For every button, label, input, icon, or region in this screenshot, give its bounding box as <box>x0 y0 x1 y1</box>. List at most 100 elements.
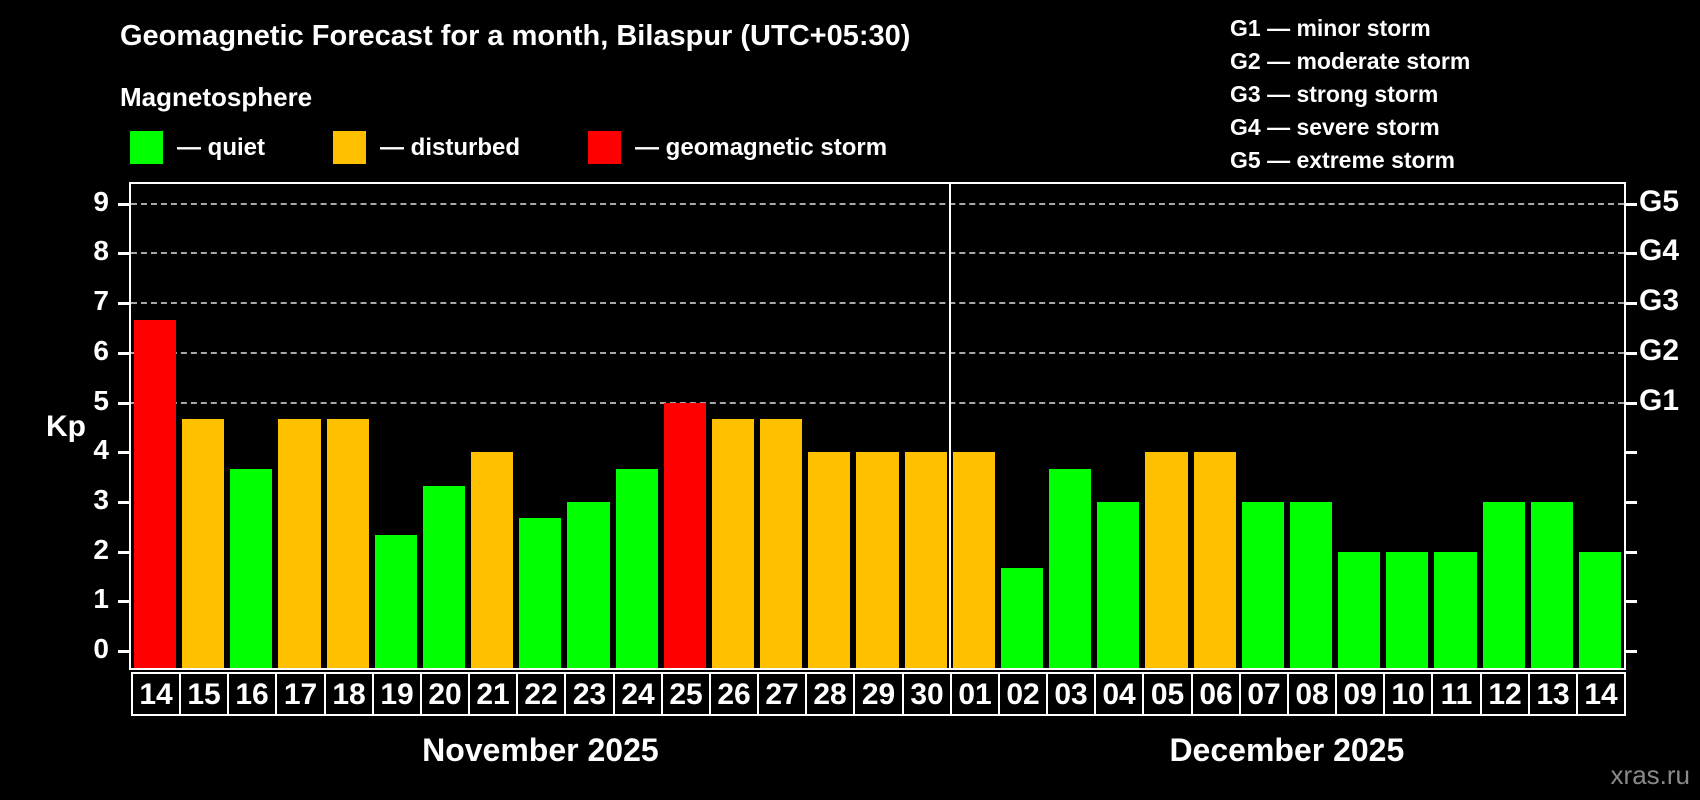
g-scale-label-G3: G3 <box>1639 284 1680 318</box>
left-axis-tick <box>118 500 129 504</box>
y-tick-label-0: 0 <box>93 633 109 664</box>
chart-title: Geomagnetic Forecast for a month, Bilasp… <box>120 20 911 52</box>
kp-bar-day-11 <box>1434 551 1477 668</box>
y-tick-label-6: 6 <box>93 334 109 366</box>
kp-bar-day-27 <box>760 418 803 668</box>
kp-bar-day-05 <box>1145 452 1188 668</box>
right-axis-tick <box>1626 451 1637 455</box>
y-tick-label-9: 9 <box>93 185 109 217</box>
left-axis-tick <box>118 252 129 256</box>
g-legend-line: G2 — moderate storm <box>1230 48 1471 74</box>
kp-bar-day-17 <box>278 418 321 668</box>
day-label-box: 02 <box>998 672 1048 716</box>
day-label-box: 29 <box>853 672 904 716</box>
right-axis-tick <box>1626 600 1637 604</box>
gridline-kp-8 <box>131 252 1624 255</box>
day-label-box: 26 <box>709 672 759 716</box>
day-label-box: 14 <box>1576 672 1626 716</box>
g-legend-line: G3 — strong storm <box>1230 81 1439 107</box>
month-divider-line <box>948 184 951 668</box>
day-label-box: 30 <box>902 672 952 716</box>
left-axis-tick <box>118 650 129 653</box>
kp-bar-day-07 <box>1241 501 1284 668</box>
kp-bar-day-25 <box>663 402 706 668</box>
kp-bar-day-20 <box>422 485 466 668</box>
day-label-box: 25 <box>661 672 711 716</box>
left-axis-tick <box>118 550 129 554</box>
kp-bar-day-04 <box>1097 501 1140 668</box>
g-scale-label-G5: G5 <box>1639 184 1680 218</box>
kp-bar-day-15 <box>182 418 225 668</box>
kp-bar-day-23 <box>567 501 610 668</box>
legend-item-quiet: — quiet <box>130 131 265 164</box>
kp-bar-day-19 <box>374 535 417 668</box>
kp-bar-day-06 <box>1193 452 1236 668</box>
day-label-box: 09 <box>1335 672 1385 716</box>
kp-bar-day-29 <box>856 452 899 668</box>
kp-bar-day-14 <box>134 319 177 668</box>
y-tick-label-1: 1 <box>93 583 109 615</box>
kp-bar-day-12 <box>1482 501 1525 668</box>
quiet-color-swatch <box>130 131 163 164</box>
y-axis-title: Kp <box>46 410 86 443</box>
kp-bar-day-22 <box>519 518 562 668</box>
day-label-box: 13 <box>1528 672 1578 716</box>
day-label-box: 04 <box>1094 672 1144 716</box>
day-label-box: 27 <box>757 672 807 716</box>
day-label-box: 24 <box>613 672 663 716</box>
right-axis-tick <box>1626 252 1637 256</box>
quiet-legend-label: — quiet <box>177 133 265 161</box>
left-axis-tick <box>118 302 129 306</box>
day-label-box: 21 <box>468 672 518 716</box>
right-axis-tick <box>1626 401 1637 405</box>
gridline-kp-7 <box>131 302 1624 305</box>
kp-bar-day-03 <box>1049 468 1092 668</box>
storm-color-swatch <box>588 131 622 164</box>
y-tick-label-3: 3 <box>93 483 109 515</box>
g-legend-line: G4 — severe storm <box>1230 114 1440 140</box>
day-label-box: 07 <box>1239 672 1289 716</box>
g-scale-label-G2: G2 <box>1639 333 1680 367</box>
storm-legend-label: — geomagnetic storm <box>635 133 888 161</box>
g-scale-label-G4: G4 <box>1639 234 1680 268</box>
right-axis-tick <box>1626 550 1637 554</box>
disturbed-color-swatch <box>333 131 366 164</box>
day-label-box: 28 <box>805 672 855 716</box>
g-scale-label-G1: G1 <box>1639 383 1680 417</box>
month-label-november: November 2025 <box>422 732 659 768</box>
day-label-box: 23 <box>564 672 615 716</box>
left-axis-tick <box>118 202 129 206</box>
plot-area: 0 1 2 3 4 5 6 7 8 9 G1 G2 G3 G4 G5 <box>93 182 1679 670</box>
day-label-box: 06 <box>1191 672 1241 716</box>
day-label-box: 10 <box>1383 672 1433 716</box>
kp-bar-day-26 <box>711 418 755 668</box>
day-label-box: 22 <box>516 672 566 716</box>
kp-bar-day-24 <box>615 468 658 668</box>
day-label-box: 05 <box>1142 672 1193 716</box>
kp-bar-day-09 <box>1338 551 1381 668</box>
right-axis-tick <box>1626 351 1637 355</box>
chart-subtitle: Magnetosphere <box>120 82 313 112</box>
kp-bar-day-30 <box>904 452 947 668</box>
day-label-box: 12 <box>1480 672 1530 716</box>
left-axis-tick <box>118 401 129 405</box>
gridline-kp-5 <box>131 401 1624 404</box>
y-tick-label-7: 7 <box>93 285 109 317</box>
day-label-box: 14 <box>131 672 181 716</box>
kp-bar-day-13 <box>1530 501 1573 668</box>
legend-item-storm: — geomagnetic storm <box>588 131 887 164</box>
day-label-box: 19 <box>372 672 422 716</box>
kp-bar-day-02 <box>1000 568 1044 668</box>
kp-bar-day-18 <box>326 418 369 668</box>
g-legend-line: G1 — minor storm <box>1230 15 1431 41</box>
gridline-kp-9 <box>131 202 1624 205</box>
legend-item-disturbed: — disturbed <box>333 131 520 164</box>
day-label-box: 18 <box>324 672 374 716</box>
g-legend-line: G5 — extreme storm <box>1230 147 1455 173</box>
day-label-box: 17 <box>275 672 326 716</box>
status-legend: — quiet — disturbed — geomagnetic storm <box>130 131 887 164</box>
kp-bar-day-28 <box>808 452 851 668</box>
left-axis-tick <box>118 600 129 604</box>
watermark: xras.ru <box>1610 760 1690 790</box>
